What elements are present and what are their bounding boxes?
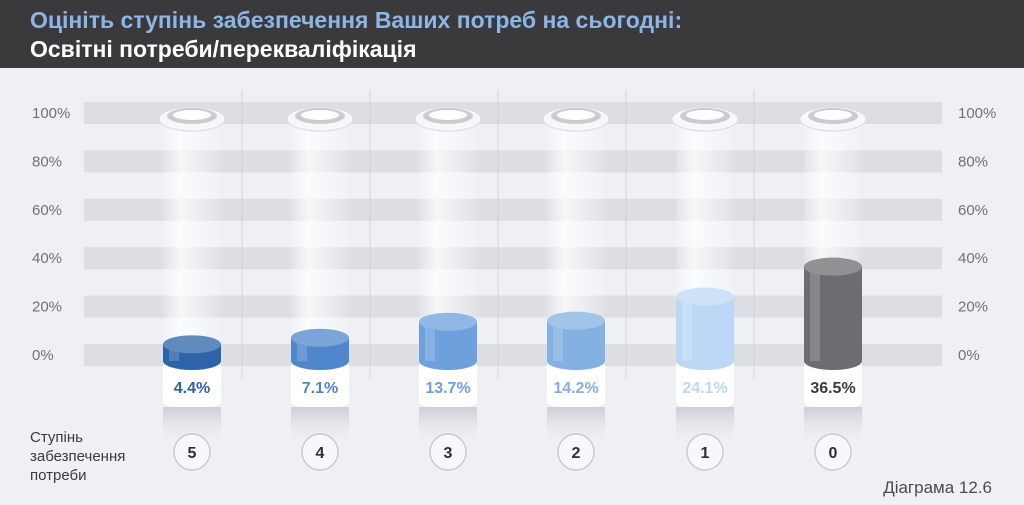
pedestal-bottom: [547, 392, 605, 410]
category-label: 4: [316, 445, 325, 462]
pedestal-bottom: [163, 392, 221, 410]
y-tick-label-right: 60%: [958, 202, 988, 219]
bar-top: [547, 311, 605, 330]
y-tick-label-left: 60%: [32, 202, 62, 219]
category-circle: [814, 433, 852, 471]
data-label: 36.5%: [810, 380, 855, 397]
data-label: 7.1%: [302, 380, 338, 397]
pedestal-bottom: [291, 392, 349, 410]
tube-rim-inner: [429, 110, 467, 120]
bar-top: [676, 287, 734, 306]
bar-top-sheen: [676, 287, 734, 306]
bar-highlight: [553, 320, 563, 361]
bar-fill-bottom: [291, 352, 349, 370]
bar-top: [291, 328, 349, 347]
bar-fill: [676, 296, 734, 361]
y-tick-label-left: 40%: [32, 250, 62, 267]
bar-highlight: [682, 296, 692, 361]
category-label: 3: [444, 445, 453, 462]
y-tick-label-left: 100%: [32, 105, 70, 122]
bar-fill-bottom: [419, 352, 477, 370]
data-label: 13.7%: [425, 380, 470, 397]
bar-chart: 0% 0% 20% 20% 40% 40% 60% 60% 80% 80% 100% 100% 4.4…: [32, 90, 996, 471]
bar-highlight: [169, 344, 179, 361]
y-tick-label-right: 20%: [958, 299, 988, 316]
bar-top-sheen: [547, 311, 605, 330]
chart-subtitle: Освітні потреби/перекваліфікація: [30, 36, 417, 62]
category-circle: [173, 433, 211, 471]
bar-column-4: 7.1% 4: [286, 106, 354, 471]
y-tick-label-right: 80%: [958, 153, 988, 170]
pedestal-bottom: [804, 392, 862, 410]
data-label: 24.1%: [682, 380, 727, 397]
bar-fill-bottom: [163, 352, 221, 370]
header: Оцініть ступінь забезпечення Ваших потре…: [0, 0, 1024, 68]
pedestal-bottom: [676, 392, 734, 410]
bar-top: [804, 257, 862, 276]
row-label: Ступінь забезпечення потреби: [30, 429, 126, 484]
tube-rim-inner: [814, 110, 852, 120]
y-tick-label-left: 80%: [32, 153, 62, 170]
tube-rim-inner: [557, 110, 595, 120]
bar-top: [419, 312, 477, 331]
bar-fill: [804, 266, 862, 361]
category-circle: [686, 433, 724, 471]
bar-top-sheen: [163, 335, 221, 354]
bar-column-2: 14.2% 2: [542, 106, 610, 471]
bar-column-0: 36.5% 0: [799, 106, 867, 471]
bar-highlight: [425, 321, 435, 361]
bar-top-sheen: [291, 328, 349, 347]
diagram-caption: Діаграма 12.6: [883, 478, 992, 497]
chart-area: 0% 0% 20% 20% 40% 40% 60% 60% 80% 80% 100% 100% 4.4…: [0, 68, 1024, 505]
bar-top: [163, 335, 221, 354]
tube-rim-inner: [686, 110, 724, 120]
bar-column-5: 4.4% 5: [158, 106, 226, 471]
category-label: 1: [701, 445, 710, 462]
bar-column-1: 24.1% 1: [671, 106, 739, 471]
y-tick-label-left: 0%: [32, 347, 54, 364]
y-tick-label-left: 20%: [32, 299, 62, 316]
data-label: 14.2%: [553, 380, 598, 397]
bar-highlight: [810, 266, 820, 361]
bar-fill-bottom: [676, 352, 734, 370]
y-tick-label-right: 100%: [958, 105, 996, 122]
data-label: 4.4%: [174, 380, 210, 397]
bar-fill-bottom: [804, 352, 862, 370]
bar-highlight: [297, 337, 307, 361]
tube-rim-inner: [301, 110, 339, 120]
y-tick-label-right: 40%: [958, 250, 988, 267]
bar-column-3: 13.7% 3: [414, 106, 482, 471]
chart-title: Оцініть ступінь забезпечення Ваших потре…: [30, 7, 683, 33]
bar-fill-bottom: [547, 352, 605, 370]
category-label: 5: [188, 445, 197, 462]
category-circle: [429, 433, 467, 471]
category-circle: [301, 433, 339, 471]
pedestal-bottom: [419, 392, 477, 410]
bar-top-sheen: [804, 257, 862, 276]
y-tick-label-right: 0%: [958, 347, 980, 364]
category-label: 0: [829, 445, 838, 462]
category-circle: [557, 433, 595, 471]
glass-tube: [163, 116, 221, 376]
bar-top-sheen: [419, 312, 477, 331]
tube-rim-inner: [173, 110, 211, 120]
category-label: 2: [572, 445, 581, 462]
